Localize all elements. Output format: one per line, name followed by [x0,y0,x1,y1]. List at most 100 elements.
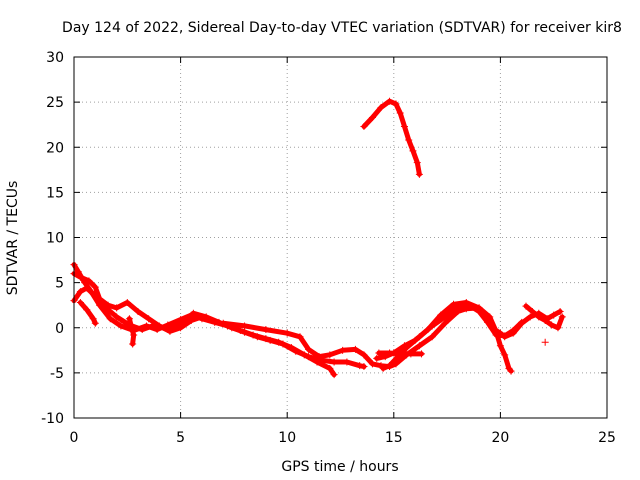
data-point-marker [330,371,338,379]
data-point-marker [400,122,408,130]
data-point-marker [541,338,549,346]
data-point-marker [501,332,509,340]
data-point-marker [91,319,99,327]
data-point-marker [558,313,566,321]
data-point-marker [548,321,556,329]
data-point-marker [315,353,323,361]
data-point-marker [526,313,534,321]
data-point-marker [405,136,413,144]
data-point-marker [123,298,131,306]
data-point-marker [134,308,142,316]
data-point-marker [556,308,564,316]
data-point-marker [475,308,483,316]
data-point-marker [396,109,404,117]
y-tick-label: 20 [46,140,64,156]
x-tick-label: 0 [70,430,79,446]
series-isolated [541,338,549,346]
x-tick-label: 5 [176,430,185,446]
data-point-marker [76,273,84,281]
data-point-marker [550,311,558,319]
data-point-marker [292,347,300,355]
data-point-marker [522,302,530,310]
y-tick-label: 10 [46,231,64,247]
data-point-marker [509,326,517,334]
data-point-marker [283,329,291,337]
data-point-marker [441,319,449,327]
data-point-marker [449,300,457,308]
series-arc-10 [522,302,566,332]
data-point-marker [379,364,387,372]
data-point-marker [96,295,104,303]
data-point-marker [360,363,368,371]
data-point-marker [407,350,415,358]
data-point-marker [91,283,99,291]
series-arc-1 [70,261,338,379]
data-point-marker [454,303,462,311]
data-point-marker [113,304,121,312]
data-point-marker [496,342,504,350]
series-line [77,300,98,326]
chart-title: Day 124 of 2022, Sidereal Day-to-day VTE… [62,20,622,36]
data-point-marker [403,344,411,352]
series-arc-3 [70,270,206,335]
data-point-marker [130,331,138,339]
series-line [361,98,422,177]
x-axis-title: GPS time / hours [281,459,398,475]
data-point-marker [128,324,136,332]
data-point-marker [415,333,423,341]
data-point-marker [253,333,261,341]
data-point-marker [351,345,359,353]
data-point-marker [145,315,153,323]
series-line [71,262,337,378]
data-point-marker [296,333,304,341]
data-point-marker [166,327,174,335]
data-point-marker [554,324,562,332]
data-point-marker [428,322,436,330]
data-point-marker [104,301,112,309]
data-point-marker [339,346,347,354]
data-point-marker [377,104,385,112]
data-point-marker [305,353,313,361]
data-point-marker [415,342,423,350]
data-point-marker [155,322,163,330]
data-point-marker [507,367,515,375]
data-point-marker [501,351,509,359]
data-point-marker [368,113,376,121]
data-point-marker [428,333,436,341]
data-point-marker [305,345,313,353]
data-point-marker [386,362,394,370]
data-point-marker [219,319,227,327]
data-point-marker [266,336,274,344]
data-point-marker [198,313,206,321]
series-arc-5 [125,315,138,348]
data-point-marker [241,322,249,330]
data-point-marker [326,364,334,372]
data-point-marker [76,298,84,306]
data-point-marker [386,349,394,357]
data-point-marker [113,313,121,321]
x-tick-label: 10 [278,430,296,446]
data-point-marker [330,358,338,366]
data-point-marker [413,159,421,167]
data-point-marker [375,349,383,357]
data-point-marker [83,284,91,292]
data-point-marker [360,351,368,359]
data-point-marker [418,350,426,358]
data-point-marker [356,362,364,370]
x-tick-label: 25 [598,430,616,446]
data-point-marker [241,328,249,336]
y-tick-label: -10 [41,411,64,427]
data-point-marker [187,317,195,325]
data-point-marker [343,358,351,366]
data-point-marker [129,340,137,348]
data-point-marker [484,318,492,326]
data-point-marker [368,360,376,368]
data-point-marker [441,313,449,321]
data-point-marker [373,354,381,362]
data-point-marker [117,322,125,330]
data-point-marker [326,351,334,359]
data-point-marker [396,350,404,358]
data-point-marker [83,306,91,314]
series-arc-4 [76,298,99,327]
